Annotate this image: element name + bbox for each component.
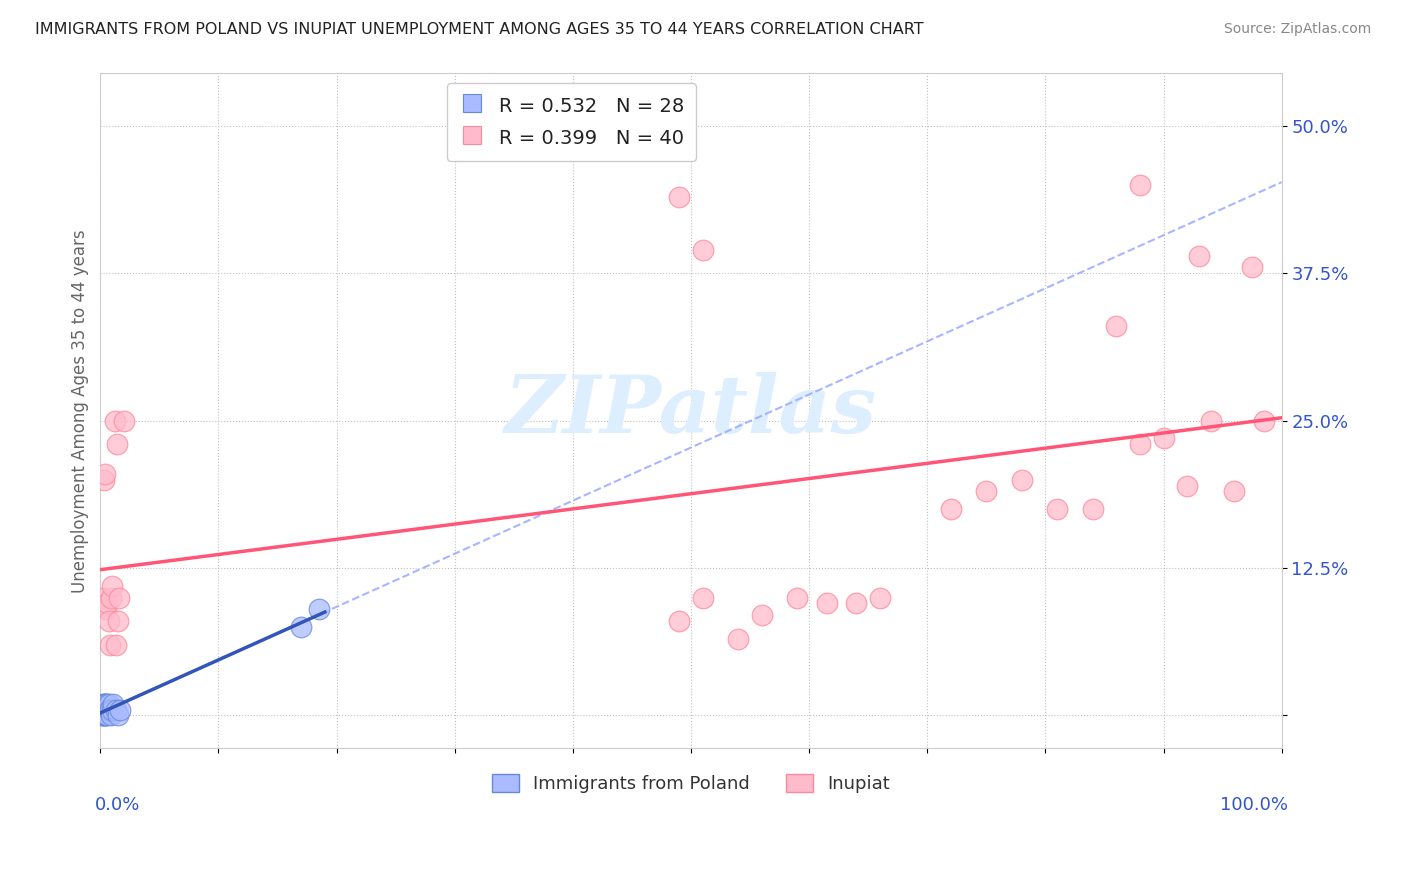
Point — [939, 502, 962, 516]
Point — [108, 591, 131, 605]
Point — [93, 473, 115, 487]
Point — [869, 591, 891, 605]
Point — [90, 702, 112, 716]
Point — [308, 602, 330, 616]
Point — [668, 614, 690, 628]
Point — [1129, 178, 1152, 192]
Point — [91, 591, 114, 605]
Text: 100.0%: 100.0% — [1219, 796, 1288, 814]
Point — [1081, 502, 1104, 516]
Point — [100, 591, 122, 605]
Point — [976, 484, 998, 499]
Point — [94, 702, 117, 716]
Text: ZIPatlas: ZIPatlas — [505, 372, 877, 450]
Point — [103, 414, 125, 428]
Point — [97, 614, 120, 628]
Point — [1153, 432, 1175, 446]
Point — [96, 697, 118, 711]
Point — [110, 702, 132, 716]
Point — [1241, 260, 1264, 275]
Point — [668, 190, 690, 204]
Point — [845, 597, 868, 611]
Point — [90, 708, 112, 723]
Point — [1188, 249, 1211, 263]
Point — [751, 608, 773, 623]
Point — [93, 702, 115, 716]
Text: IMMIGRANTS FROM POLAND VS INUPIAT UNEMPLOYMENT AMONG AGES 35 TO 44 YEARS CORRELA: IMMIGRANTS FROM POLAND VS INUPIAT UNEMPL… — [35, 22, 924, 37]
Point — [1223, 484, 1246, 499]
Point — [101, 702, 124, 716]
Point — [93, 708, 115, 723]
Point — [1253, 414, 1275, 428]
Point — [1105, 319, 1128, 334]
Point — [1046, 502, 1069, 516]
Point — [1175, 478, 1198, 492]
Point — [96, 597, 118, 611]
Point — [98, 702, 121, 716]
Point — [94, 708, 117, 723]
Point — [112, 414, 135, 428]
Point — [100, 708, 122, 723]
Point — [91, 697, 114, 711]
Point — [91, 702, 114, 716]
Point — [97, 702, 120, 716]
Text: 0.0%: 0.0% — [94, 796, 139, 814]
Point — [97, 697, 120, 711]
Point — [96, 697, 118, 711]
Point — [107, 708, 129, 723]
Point — [1129, 437, 1152, 451]
Point — [107, 614, 129, 628]
Point — [93, 697, 115, 711]
Point — [815, 597, 838, 611]
Point — [727, 632, 749, 646]
Point — [103, 697, 125, 711]
Point — [1011, 473, 1033, 487]
Point — [91, 708, 114, 723]
Point — [96, 602, 118, 616]
Point — [786, 591, 808, 605]
Point — [93, 702, 115, 716]
Legend: Immigrants from Poland, Inupiat: Immigrants from Poland, Inupiat — [485, 767, 897, 800]
Y-axis label: Unemployment Among Ages 35 to 44 years: Unemployment Among Ages 35 to 44 years — [72, 229, 89, 592]
Point — [1199, 414, 1222, 428]
Point — [692, 243, 714, 257]
Point — [96, 708, 118, 723]
Point — [105, 437, 128, 451]
Point — [98, 638, 121, 652]
Point — [96, 702, 118, 716]
Point — [104, 638, 127, 652]
Point — [94, 467, 117, 481]
Point — [94, 697, 117, 711]
Point — [104, 702, 127, 716]
Text: Source: ZipAtlas.com: Source: ZipAtlas.com — [1223, 22, 1371, 37]
Point — [101, 579, 124, 593]
Point — [290, 620, 312, 634]
Point — [692, 591, 714, 605]
Point — [96, 708, 118, 723]
